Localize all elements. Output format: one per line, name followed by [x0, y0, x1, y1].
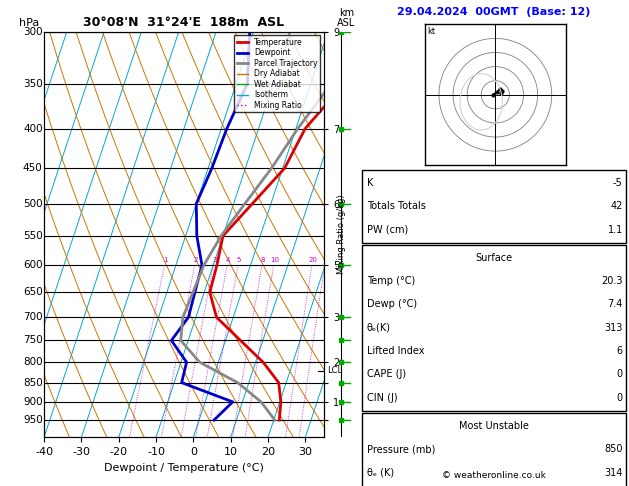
Text: 500: 500: [23, 199, 43, 209]
Text: LCL: LCL: [326, 366, 342, 375]
Text: 313: 313: [604, 323, 623, 333]
Text: 900: 900: [23, 397, 43, 407]
Text: CAPE (J): CAPE (J): [367, 369, 406, 380]
Text: 750: 750: [23, 335, 43, 346]
Text: Dewp (°C): Dewp (°C): [367, 299, 417, 310]
Text: 29.04.2024  00GMT  (Base: 12): 29.04.2024 00GMT (Base: 12): [397, 7, 591, 17]
Text: PW (cm): PW (cm): [367, 225, 408, 235]
Text: 0: 0: [616, 369, 623, 380]
Text: K: K: [367, 178, 373, 188]
Text: 950: 950: [23, 415, 43, 425]
Text: 20.3: 20.3: [601, 276, 623, 286]
Text: 450: 450: [23, 163, 43, 173]
Text: Totals Totals: Totals Totals: [367, 201, 426, 211]
Text: 700: 700: [23, 312, 43, 322]
Text: 850: 850: [604, 444, 623, 454]
Text: 400: 400: [23, 123, 43, 134]
Text: © weatheronline.co.uk: © weatheronline.co.uk: [442, 471, 546, 480]
Text: kt: kt: [428, 27, 436, 36]
Text: 1.1: 1.1: [608, 225, 623, 235]
Text: 6: 6: [616, 346, 623, 356]
Text: 600: 600: [23, 260, 43, 270]
Text: Pressure (mb): Pressure (mb): [367, 444, 435, 454]
Text: 42: 42: [610, 201, 623, 211]
Text: 5: 5: [237, 257, 242, 262]
Text: 300: 300: [23, 27, 43, 36]
Text: -5: -5: [613, 178, 623, 188]
Text: 1: 1: [164, 257, 168, 262]
Text: km
ASL: km ASL: [337, 7, 355, 28]
Text: 2: 2: [194, 257, 198, 262]
Text: CIN (J): CIN (J): [367, 393, 398, 403]
Text: 314: 314: [604, 468, 623, 478]
Text: hPa: hPa: [19, 17, 39, 28]
Text: Mixing Ratio (g/kg): Mixing Ratio (g/kg): [337, 195, 346, 274]
Text: Lifted Index: Lifted Index: [367, 346, 424, 356]
Text: 350: 350: [23, 79, 43, 88]
Text: Most Unstable: Most Unstable: [459, 421, 529, 431]
Title: 30°08'N  31°24'E  188m  ASL: 30°08'N 31°24'E 188m ASL: [84, 16, 284, 29]
Text: 3: 3: [212, 257, 217, 262]
Text: 0: 0: [616, 393, 623, 403]
Text: 7.4: 7.4: [608, 299, 623, 310]
Text: 8: 8: [261, 257, 265, 262]
Text: 650: 650: [23, 287, 43, 297]
Text: 800: 800: [23, 357, 43, 367]
Text: 20: 20: [308, 257, 317, 262]
Text: Temp (°C): Temp (°C): [367, 276, 415, 286]
Text: 4: 4: [226, 257, 230, 262]
Legend: Temperature, Dewpoint, Parcel Trajectory, Dry Adiabat, Wet Adiabat, Isotherm, Mi: Temperature, Dewpoint, Parcel Trajectory…: [235, 35, 320, 112]
Text: 10: 10: [270, 257, 279, 262]
Text: θₑ(K): θₑ(K): [367, 323, 391, 333]
Text: Surface: Surface: [475, 253, 513, 263]
Text: θₑ (K): θₑ (K): [367, 468, 394, 478]
Text: 850: 850: [23, 378, 43, 388]
Text: 550: 550: [23, 231, 43, 241]
X-axis label: Dewpoint / Temperature (°C): Dewpoint / Temperature (°C): [104, 463, 264, 473]
